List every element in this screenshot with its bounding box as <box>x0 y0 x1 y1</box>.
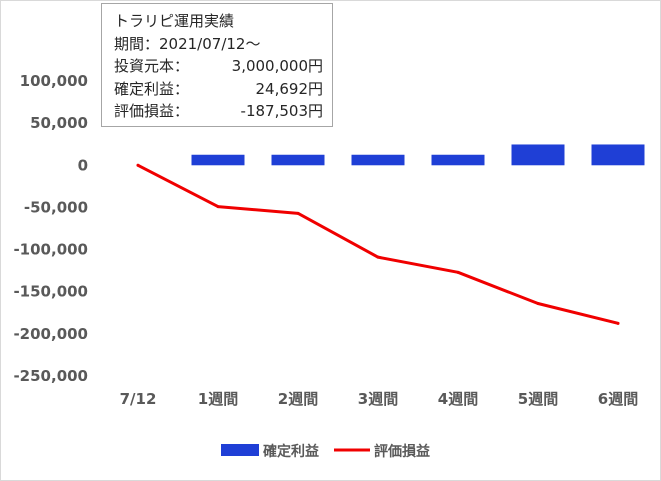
y-tick-label: -250,000 <box>13 367 88 385</box>
valuation-point <box>296 211 300 215</box>
valuation-point <box>616 321 620 325</box>
x-tick-label: 1週間 <box>198 390 238 408</box>
x-tick-label: 5週間 <box>518 390 558 408</box>
profit-bar <box>511 144 565 166</box>
profit-bar <box>591 144 645 166</box>
x-tick-label: 7/12 <box>120 390 157 408</box>
valuation-point <box>216 205 220 209</box>
summary-box: トラリピ運用実績 期間：2021/07/12～ 投資元本： 3,000,000円 … <box>101 3 333 127</box>
legend-swatch-profit <box>221 444 259 456</box>
y-tick-label: -50,000 <box>24 198 88 216</box>
valuation-line-path <box>136 163 620 325</box>
y-tick-label: -100,000 <box>13 241 88 259</box>
summary-row-profit: 確定利益： 24,692円 <box>114 78 332 101</box>
summary-value: 24,692円 <box>255 79 324 98</box>
y-tick-label: 100,000 <box>20 72 88 90</box>
valuation-point <box>376 255 380 259</box>
summary-row-principal: 投資元本： 3,000,000円 <box>114 55 332 78</box>
valuation-point <box>136 163 140 167</box>
summary-label: 確定利益： <box>114 79 190 98</box>
profit-bar <box>271 154 325 166</box>
valuation-point <box>536 302 540 306</box>
summary-period: 期間：2021/07/12～ <box>114 34 261 53</box>
legend-label-valuation: 評価損益 <box>374 443 430 460</box>
summary-label: 投資元本： <box>114 57 190 75</box>
y-tick-label: -150,000 <box>13 283 88 301</box>
summary-title: トラリピ運用実績 <box>114 12 235 30</box>
summary-label: 評価損益： <box>114 102 190 120</box>
summary-row-valuation: 評価損益： -187,503円 <box>114 100 332 123</box>
summary-value: 3,000,000円 <box>231 57 323 75</box>
x-tick-label: 4週間 <box>438 390 478 408</box>
profit-bar <box>431 154 485 166</box>
profit-bar <box>351 154 405 166</box>
x-tick-label: 6週間 <box>598 390 638 408</box>
y-tick-label: 0 <box>78 156 88 174</box>
y-axis: 100,000 50,000 0 -50,000 -100,000 -150,000 -20… <box>13 72 88 385</box>
x-tick-label: 2週間 <box>278 390 318 408</box>
x-tick-label: 3週間 <box>358 390 398 408</box>
valuation-point <box>456 270 460 274</box>
summary-value: -187,503円 <box>240 102 323 120</box>
profit-bars <box>191 144 645 166</box>
legend: 確定利益 評価損益 <box>221 443 430 460</box>
y-tick-label: 50,000 <box>30 114 88 132</box>
profit-bar <box>191 154 245 166</box>
valuation-line <box>136 163 620 325</box>
y-tick-label: -200,000 <box>13 325 88 343</box>
legend-label-profit: 確定利益 <box>263 443 319 460</box>
x-axis: 7/12 1週間 2週間 3週間 4週間 5週間 6週間 <box>120 390 639 408</box>
